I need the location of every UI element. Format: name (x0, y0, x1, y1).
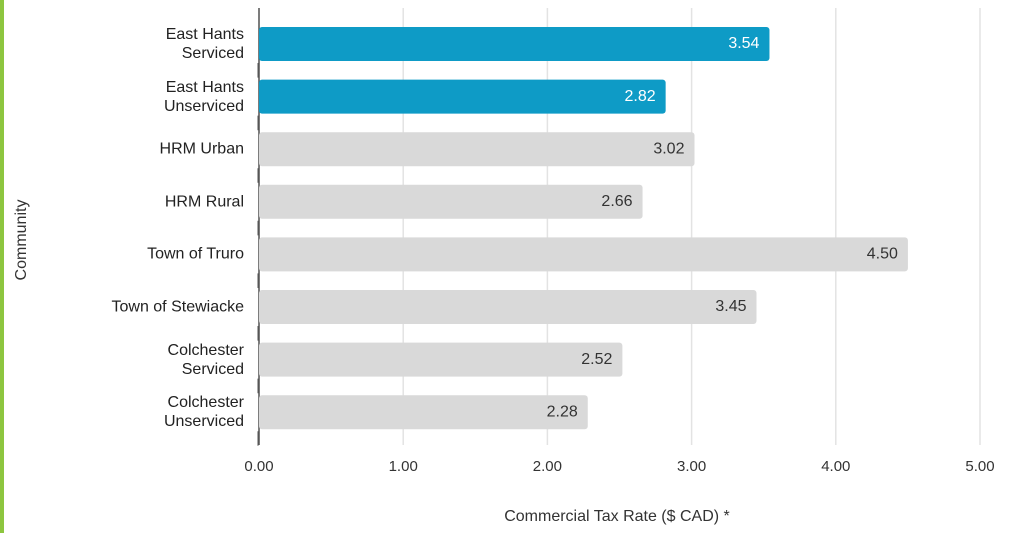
bar (259, 27, 770, 61)
bar (259, 184, 643, 219)
y-tick-label: Colchester Unserviced (163, 394, 244, 431)
y-axis-label: Community (13, 200, 30, 281)
value-label: 2.66 (601, 193, 632, 210)
x-tick-label: 1.00 (389, 458, 418, 475)
value-label: 2.28 (547, 403, 578, 420)
x-tick-label: 5.00 (965, 458, 994, 475)
y-tick-label: East Hants Unserviced (163, 78, 244, 115)
x-tick-label: 0.00 (244, 458, 273, 475)
bar (259, 395, 588, 430)
bar (259, 290, 757, 324)
value-label: 4.50 (867, 246, 898, 263)
y-tick-label: HRM Urban (159, 140, 244, 158)
bar (259, 132, 695, 167)
value-label: 3.45 (715, 298, 746, 315)
y-tick-label: Town of Stewiacke (111, 298, 244, 316)
x-tick-label: 4.00 (821, 458, 850, 475)
y-tick-label: Town of Truro (147, 245, 244, 263)
value-label: 3.54 (728, 35, 759, 52)
value-label: 2.82 (625, 88, 656, 105)
value-label: 3.02 (653, 140, 684, 157)
y-tick-label: HRM Rural (164, 193, 244, 211)
bar (259, 79, 666, 114)
x-tick-label: 3.00 (677, 458, 706, 475)
y-tick-label: Colchester Serviced (167, 341, 244, 378)
x-tick-label: 2.00 (533, 458, 562, 475)
y-tick-label: East Hants Serviced (165, 26, 244, 62)
bar (259, 342, 623, 377)
value-label: 2.52 (581, 351, 612, 368)
plot: Commercial Tax Rate ($ CAD) * Community … (13, 8, 995, 525)
x-axis-label: Commercial Tax Rate ($ CAD) * (504, 508, 730, 525)
bar (259, 237, 908, 272)
